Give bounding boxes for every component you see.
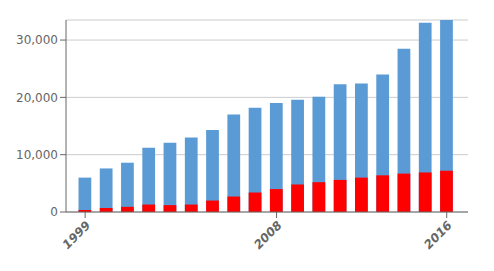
svg-text:0: 0 bbox=[50, 205, 58, 219]
svg-text:20,000: 20,000 bbox=[16, 91, 58, 105]
svg-text:30,000: 30,000 bbox=[16, 33, 58, 47]
svg-text:10,000: 10,000 bbox=[16, 148, 58, 162]
svg-text:1999: 1999 bbox=[60, 218, 94, 252]
svg-text:2016: 2016 bbox=[421, 218, 455, 252]
svg-text:2008: 2008 bbox=[251, 218, 285, 252]
